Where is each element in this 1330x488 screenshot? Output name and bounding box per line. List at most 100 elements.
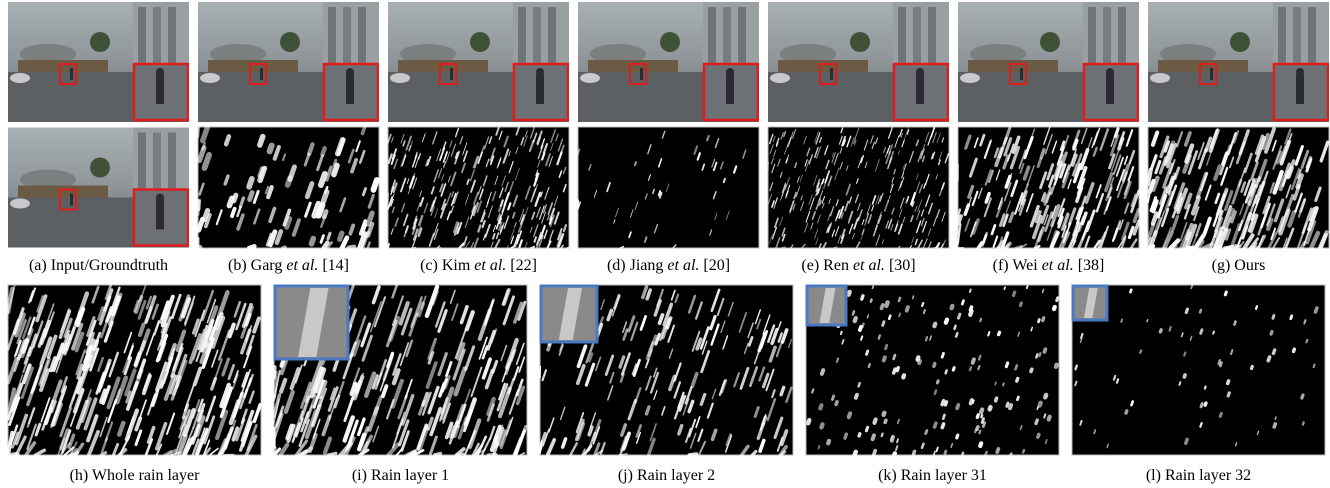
rain-streak (885, 420, 886, 422)
rain-streak (980, 319, 981, 321)
rain-streak (855, 318, 856, 321)
scene-image (388, 2, 569, 122)
caption-part: [30] (885, 257, 916, 274)
rain-streak (988, 332, 989, 335)
rain-streak (1010, 454, 1011, 455)
caption: (i) Rain layer 1 (352, 467, 449, 484)
rain-streak (362, 127, 364, 133)
rain-streak (897, 368, 898, 371)
rain-streak (1027, 286, 1028, 288)
rain-streak (1219, 360, 1220, 364)
rain-streak (983, 423, 984, 427)
caption-part: (i) Rain layer 1 (352, 467, 449, 484)
rain-streak (894, 453, 895, 455)
rain-streak (368, 213, 372, 224)
rain-streak (821, 424, 822, 427)
figure: (a) Input/Groundtruth(b) Garg et al. [14… (0, 0, 1330, 488)
rain-streak (1044, 349, 1045, 352)
scene-image (8, 2, 189, 122)
rain-streak (288, 178, 290, 185)
scene-image (768, 2, 949, 122)
caption-part: [22] (506, 257, 537, 274)
rain-streak (922, 303, 923, 306)
image-background (578, 127, 759, 248)
rain-streak (812, 389, 813, 392)
rain-streak (935, 390, 936, 393)
rain-streak (867, 315, 868, 318)
rain-streak (270, 146, 272, 152)
rain-streak (321, 174, 325, 185)
rain-streak (1182, 333, 1183, 336)
rain-streak (283, 247, 285, 248)
rain-streak (842, 340, 843, 344)
rain-streak (1225, 247, 1232, 248)
rain-streak (1273, 350, 1274, 353)
rain-streak (1037, 407, 1038, 410)
rain-streak (1205, 387, 1206, 389)
rain-streak (957, 435, 958, 438)
rain-streak (942, 401, 943, 405)
rain-streak (1273, 315, 1274, 318)
rain-streak (659, 191, 660, 195)
rain-streak (198, 128, 199, 137)
caption: (d) Jiang et al. [20] (607, 257, 730, 274)
rain-streak (953, 368, 954, 370)
images (8, 2, 1329, 455)
rain-streak (287, 219, 290, 228)
rain-streak (979, 356, 980, 360)
rain-streak (997, 449, 998, 452)
caption-part: (f) Wei (993, 257, 1039, 274)
rain-streak (934, 364, 935, 367)
caption-part: [38] (1074, 257, 1105, 274)
caption-part: (l) Rain layer 32 (1146, 467, 1251, 484)
rain-streak (1075, 382, 1076, 386)
rain-streak (874, 420, 875, 423)
rain-streak (1228, 381, 1229, 384)
rain-streak (1039, 353, 1040, 356)
rain-streak (957, 405, 958, 408)
rain-streak (819, 446, 820, 449)
rain-streak (1031, 369, 1032, 371)
rain-streak (862, 296, 863, 299)
rain-streak (977, 415, 978, 417)
rain-streak (982, 419, 983, 423)
rain-streak (323, 148, 325, 154)
rain-streak (934, 324, 935, 326)
rain-streak (1046, 440, 1047, 443)
rain-streak (1160, 330, 1161, 332)
rain-streak (942, 353, 943, 357)
rain-streak (859, 434, 860, 436)
rain-streak (1191, 285, 1192, 288)
caption-part: (g) Ours (1212, 257, 1266, 274)
rain-streak (1275, 417, 1276, 419)
rain-streak (439, 247, 441, 248)
rain-streak (232, 209, 235, 216)
rain-streak (1049, 417, 1050, 420)
rain-streak (1003, 383, 1004, 385)
rain-streak (832, 396, 833, 399)
rain-streak (970, 311, 971, 315)
rain-streak (996, 398, 997, 401)
rain-streak (866, 427, 867, 430)
rain-streak (922, 444, 923, 448)
rain-layer-image (8, 285, 261, 455)
rain-streak (981, 415, 982, 417)
caption: (g) Ours (1212, 257, 1266, 274)
caption: (j) Rain layer 2 (618, 467, 715, 484)
rain-streak (1220, 363, 1221, 366)
caption-part: et al. (282, 257, 318, 274)
caption: (e) Ren et al. [30] (801, 257, 915, 274)
rain-streak (995, 382, 996, 384)
rain-streak (1234, 322, 1235, 325)
caption-part: et al. (470, 257, 506, 274)
rain-streak (274, 372, 276, 396)
rain-streak (853, 311, 854, 314)
rain-streak (311, 239, 313, 244)
rain-streak (1017, 397, 1018, 400)
rain-streak (260, 137, 263, 145)
rain-streak (1274, 424, 1275, 427)
rain-streak (873, 435, 874, 439)
rain-streak (1205, 403, 1206, 405)
rain-streak (1268, 357, 1269, 361)
rain-streak (999, 332, 1000, 334)
